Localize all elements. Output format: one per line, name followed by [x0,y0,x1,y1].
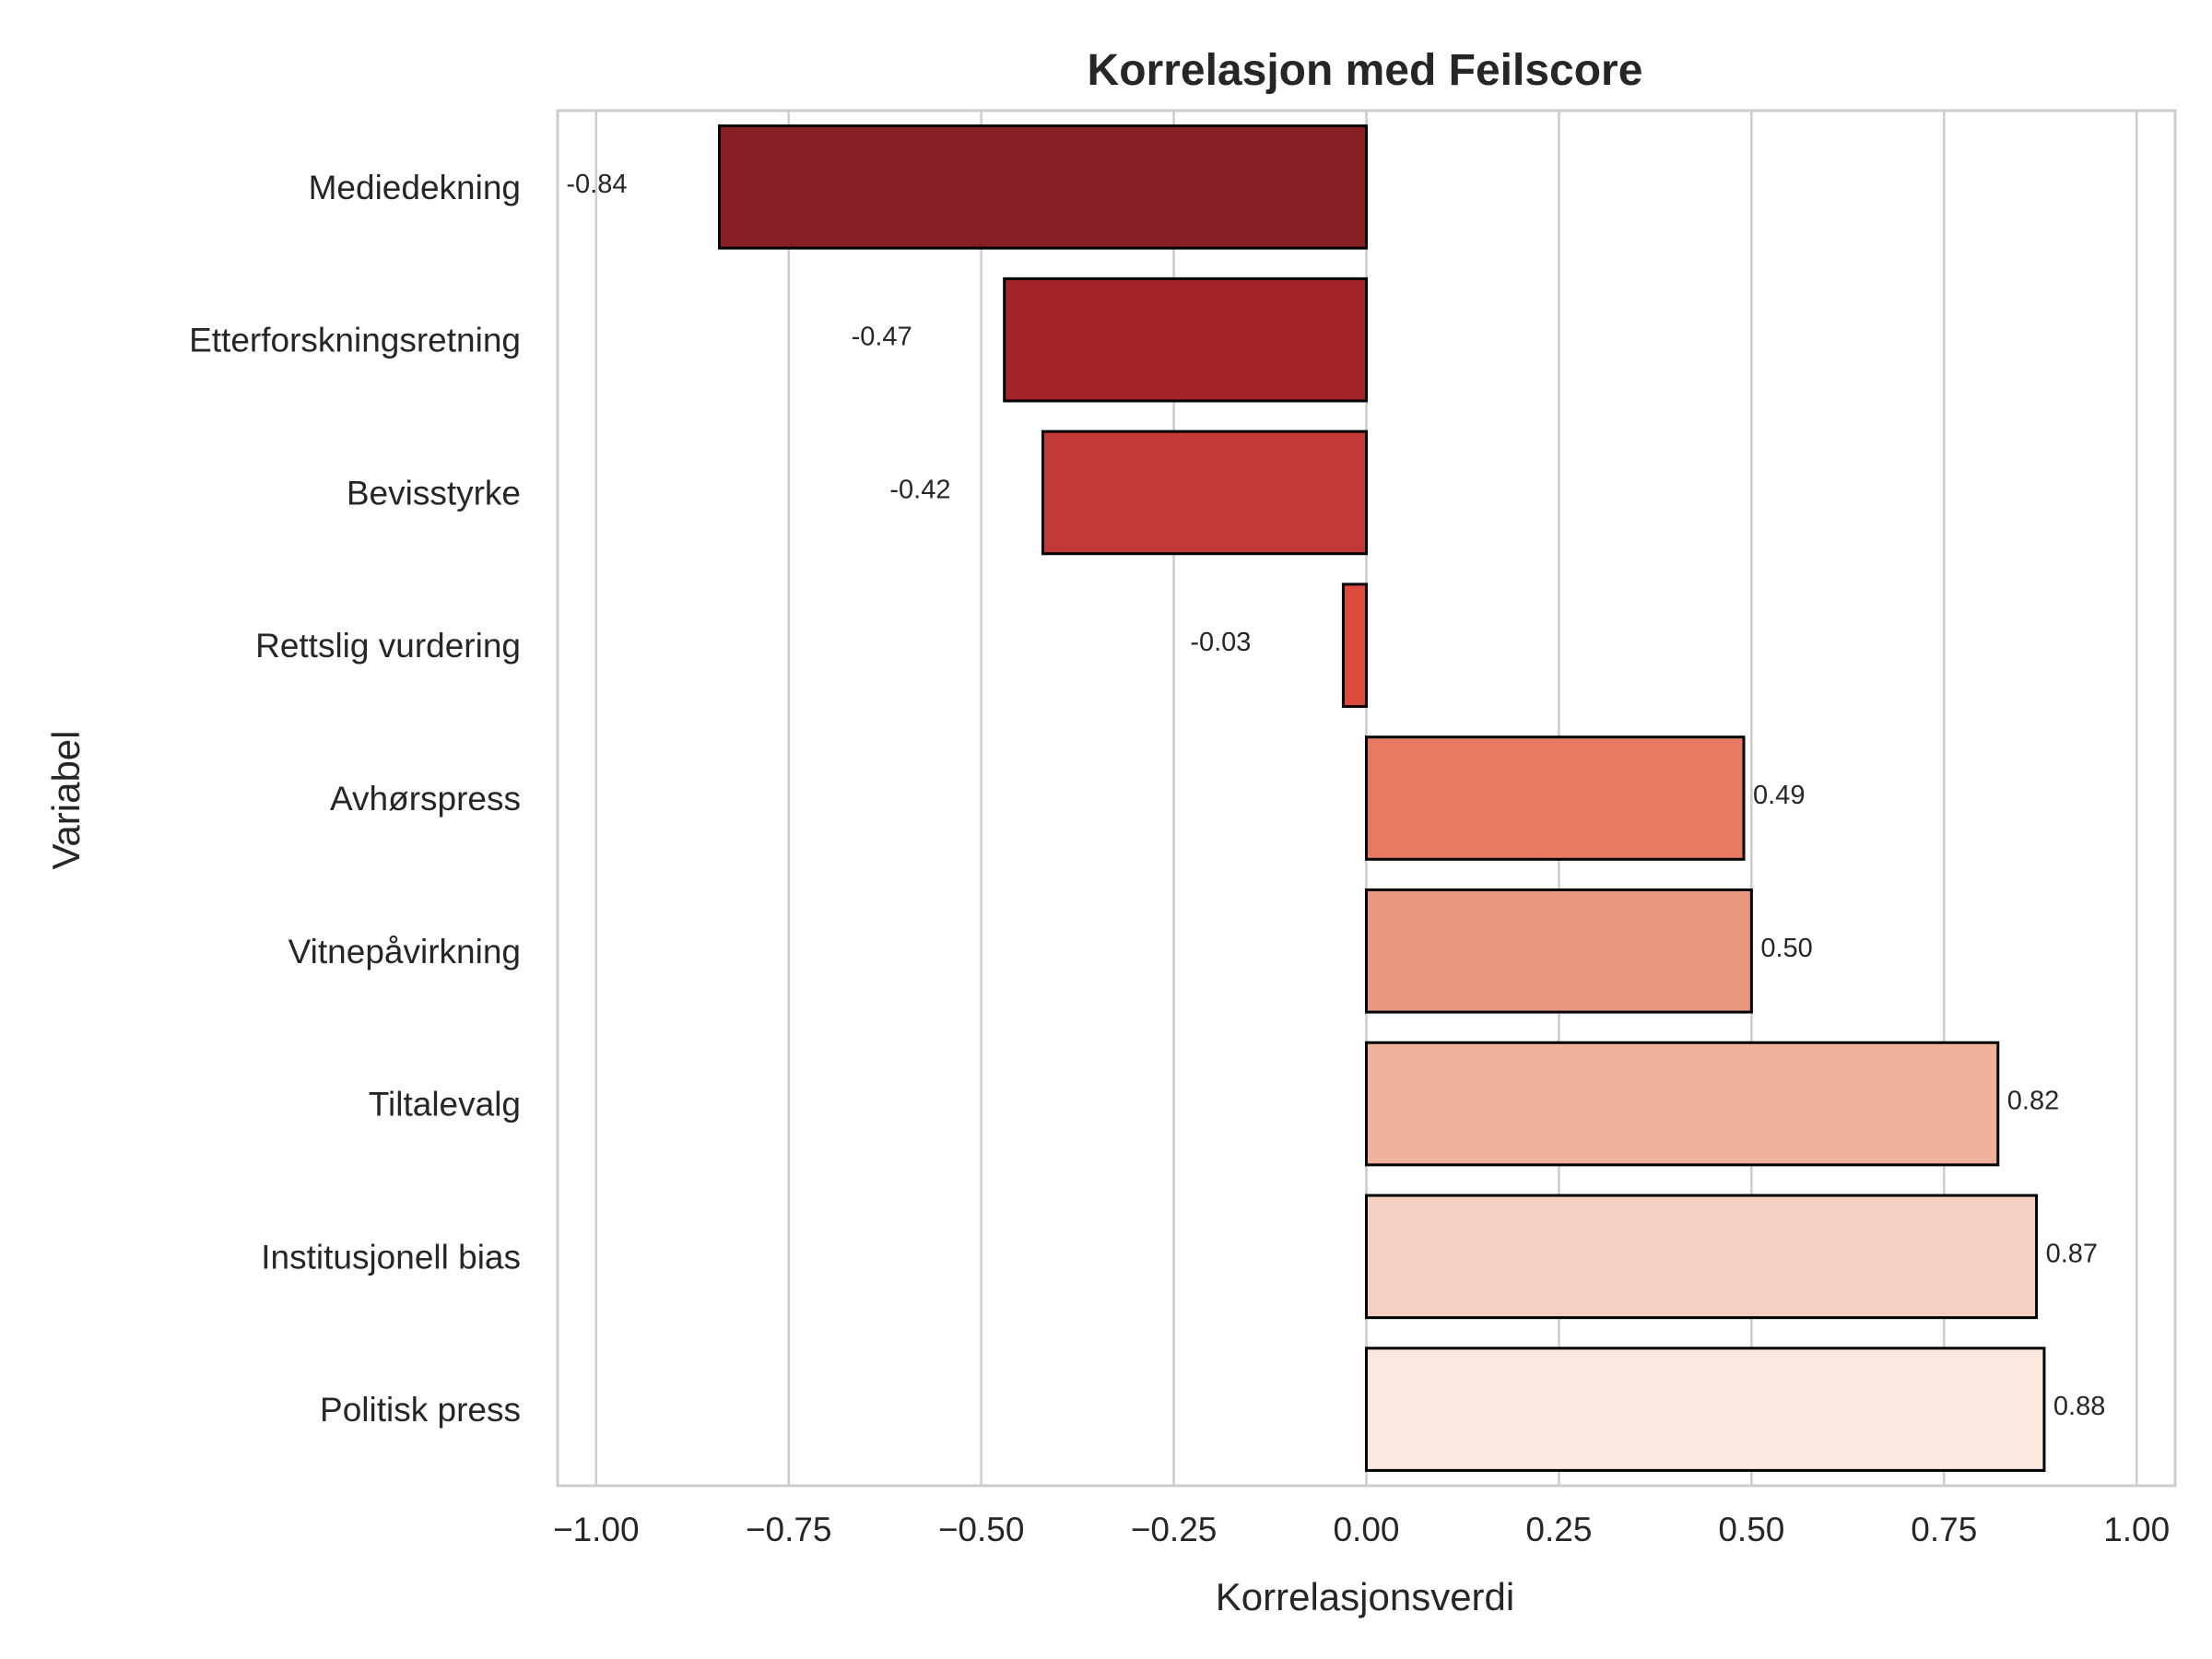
data-label: 0.82 [2007,1087,2059,1116]
bar [1041,429,1368,556]
y-category-label: Bevisstyrke [347,474,521,512]
x-tick-label: 0.00 [1333,1511,1399,1548]
y-category-label: Politisk press [320,1391,521,1429]
x-tick-label: 0.50 [1718,1511,1784,1548]
y-axis-categories: Mediedekning Etterforskningsretning Beviss… [189,169,521,1429]
x-tick-label: −0.75 [746,1511,832,1548]
data-label: -0.47 [852,323,912,352]
y-axis-title: Variabel [44,731,88,870]
data-label: -0.84 [566,170,627,199]
plot-frame [556,109,2177,1488]
bar [1341,582,1369,709]
y-category-label: Avhørspress [330,780,521,818]
y-category-label: Institusjonell bias [261,1238,521,1276]
data-label: -0.03 [1190,628,1251,657]
x-tick-label: 0.75 [1911,1511,1977,1548]
bar [1365,735,1746,861]
bar [1365,1347,2046,1472]
data-label: 0.50 [1760,934,1812,963]
x-tick-label: 0.25 [1525,1511,1592,1548]
bars [718,124,2046,1472]
data-label: -0.42 [889,475,950,504]
y-category-label: Etterforskningsretning [189,322,521,359]
x-tick-label: 1.00 [2103,1511,2170,1548]
data-label: 0.88 [2053,1392,2105,1421]
bar [1365,1194,2039,1320]
bar [1003,276,1368,403]
y-category-label: Tiltalevalg [369,1086,521,1124]
x-tick-label: −1.00 [553,1511,640,1548]
x-axis-title: Korrelasjonsverdi [1216,1575,1514,1618]
data-labels: -0.84 -0.47 -0.42 -0.03 0.49 0.50 0.82 0.87 0.88 [566,170,2105,1421]
y-category-label: Vitnepåvirkning [288,933,521,971]
bar [1365,1041,2000,1167]
x-tick-label: −0.25 [1131,1511,1218,1548]
y-category-label: Rettslig vurdering [255,627,521,665]
data-label: 0.87 [2046,1239,2098,1268]
bar [1365,888,1753,1014]
bar [718,124,1368,250]
y-category-label: Mediedekning [309,169,521,206]
data-label: 0.49 [1753,781,1805,810]
x-axis-ticks: −1.00 −0.75 −0.50 −0.25 0.00 0.25 0.50 0.75 1.00 [553,1511,2170,1548]
chart-title: Korrelasjon med Feilscore [1088,46,1643,95]
x-tick-label: −0.50 [938,1511,1025,1548]
